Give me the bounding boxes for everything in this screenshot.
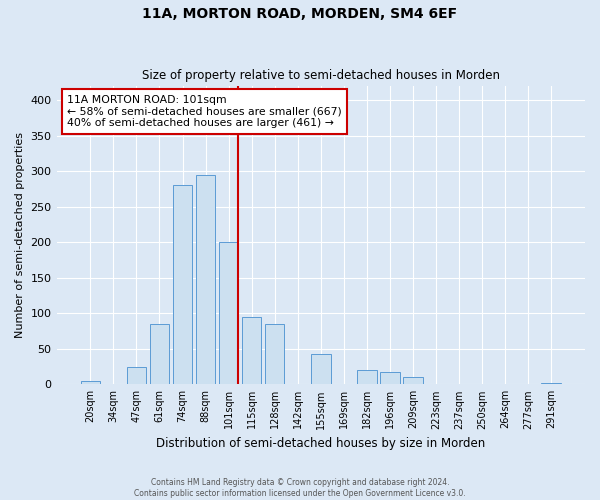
Text: 11A, MORTON ROAD, MORDEN, SM4 6EF: 11A, MORTON ROAD, MORDEN, SM4 6EF — [142, 8, 458, 22]
Bar — [541, 383, 561, 384]
Text: 11A MORTON ROAD: 101sqm
← 58% of semi-detached houses are smaller (667)
40% of s: 11A MORTON ROAD: 101sqm ← 58% of semi-de… — [67, 95, 342, 128]
Text: Contains HM Land Registry data © Crown copyright and database right 2024.
Contai: Contains HM Land Registry data © Crown c… — [134, 478, 466, 498]
Bar — [403, 377, 423, 384]
Title: Size of property relative to semi-detached houses in Morden: Size of property relative to semi-detach… — [142, 69, 500, 82]
Bar — [173, 186, 193, 384]
Bar — [380, 372, 400, 384]
Y-axis label: Number of semi-detached properties: Number of semi-detached properties — [15, 132, 25, 338]
Bar — [311, 354, 331, 384]
X-axis label: Distribution of semi-detached houses by size in Morden: Distribution of semi-detached houses by … — [156, 437, 485, 450]
Bar — [265, 324, 284, 384]
Bar — [196, 174, 215, 384]
Bar — [149, 324, 169, 384]
Bar — [357, 370, 377, 384]
Bar — [242, 317, 262, 384]
Bar — [219, 242, 238, 384]
Bar — [80, 381, 100, 384]
Bar — [127, 366, 146, 384]
